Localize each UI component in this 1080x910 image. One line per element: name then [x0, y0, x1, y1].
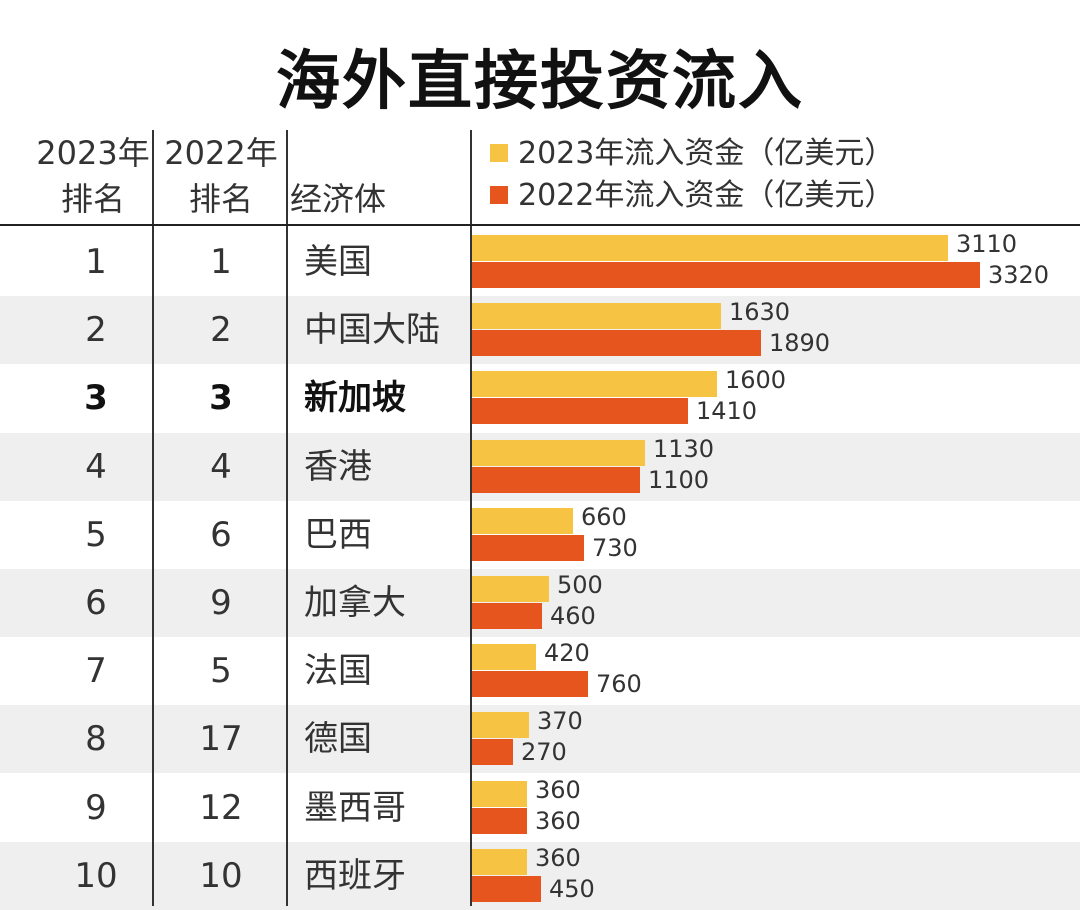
chart-title: 海外直接投资流入 [276, 45, 804, 119]
legend-item-2023: 2023年流入资金（亿美元） [490, 134, 894, 174]
table-row: 8 17 德国 370 270 [0, 705, 1080, 774]
header-divider [0, 224, 1080, 226]
category-label: 德国 [304, 719, 372, 760]
rank-2023-label: 5 [85, 514, 107, 555]
column-divider [286, 130, 288, 906]
data-label-2023: 370 [537, 707, 583, 736]
category-label: 香港 [304, 446, 372, 487]
data-label-2022: 760 [596, 670, 642, 699]
rank-2022-label: 12 [199, 787, 243, 828]
category-label: 西班牙 [304, 855, 406, 896]
header-rank-2023-line2: 排名 [60, 180, 125, 218]
data-label-2023: 1630 [729, 298, 791, 327]
category-label: 美国 [304, 242, 372, 282]
legend-swatch-2022 [490, 185, 508, 204]
rank-2022-label: 4 [210, 446, 232, 487]
data-label-2022: 360 [535, 806, 581, 835]
table-row: 6 9 加拿大 500 460 [0, 569, 1080, 637]
data-label-2022: 3320 [988, 261, 1050, 289]
category-label: 加拿大 [304, 583, 406, 623]
bar-2023 [472, 780, 527, 807]
data-label-2022: 1410 [696, 397, 758, 426]
rank-2023-label: 1 [85, 242, 107, 282]
legend-item-2022: 2022年流入资金（亿美元） [490, 176, 894, 216]
data-label-2023: 1130 [653, 434, 715, 463]
data-label-2022: 270 [521, 738, 567, 767]
rank-2022-label: 2 [210, 310, 232, 351]
data-label-2023: 360 [535, 843, 581, 872]
data-label-2022: 1890 [769, 329, 831, 358]
bar-2022 [472, 603, 542, 629]
data-label-2022: 730 [592, 533, 638, 562]
bar-2023 [472, 371, 717, 398]
bar-2023 [472, 303, 721, 330]
rank-2022-label: 10 [199, 855, 243, 896]
rank-2022-label: 17 [199, 719, 243, 760]
column-divider [152, 130, 154, 906]
legend-label-2022: 2022年流入资金（亿美元） [518, 178, 895, 213]
data-label-2023: 660 [581, 502, 627, 531]
bar-2022 [472, 534, 584, 561]
bar-2023 [472, 507, 573, 534]
rank-2023-label: 9 [85, 787, 107, 828]
header-rank-2022-line1: 2022年 [164, 134, 278, 172]
column-divider [470, 130, 472, 906]
category-label: 法国 [304, 651, 372, 692]
data-label-2022: 1100 [648, 465, 710, 494]
bar-2022 [472, 262, 980, 288]
rank-2022-label: 1 [210, 242, 232, 282]
bar-2022 [472, 875, 541, 902]
data-label-2023: 420 [544, 639, 590, 668]
category-label: 新加坡 [304, 378, 406, 419]
rank-2023-label: 8 [85, 719, 107, 760]
table-row: 7 5 法国 420 760 [0, 637, 1080, 705]
rank-2023-label: 2 [85, 310, 107, 351]
rank-2022-label: 3 [209, 378, 233, 419]
bar-2022 [472, 330, 761, 357]
bar-2023 [472, 576, 549, 602]
header-rank-2023-line1: 2023年 [36, 134, 150, 172]
rank-2023-label: 10 [74, 855, 118, 896]
table-row: 9 12 墨西哥 360 360 [0, 774, 1080, 842]
data-label-2023: 500 [557, 571, 603, 599]
bar-2022 [472, 671, 588, 698]
header-rank-2022-line2: 排名 [188, 180, 253, 218]
bar-2022 [472, 807, 527, 834]
data-label-2022: 450 [549, 874, 595, 903]
bar-2023 [472, 644, 536, 671]
rank-2022-label: 5 [210, 651, 232, 692]
bar-2022 [472, 398, 688, 425]
table-row: 3 3 新加坡 1600 1410 [0, 364, 1080, 432]
table-row: 2 2 中国大陆 1630 1890 [0, 296, 1080, 365]
bar-2022 [472, 739, 513, 766]
bar-2023 [472, 848, 527, 875]
bar-2022 [472, 466, 640, 493]
rank-2022-label: 9 [210, 583, 232, 623]
data-label-2023: 3110 [956, 230, 1018, 258]
header-rank-2023: 2023年 排名 [28, 130, 158, 222]
rank-2022-label: 6 [210, 514, 232, 555]
rank-2023-label: 4 [85, 446, 107, 487]
bar-2023 [472, 235, 948, 261]
table-row: 5 6 巴西 660 730 [0, 501, 1080, 569]
header-rank-2022: 2022年 排名 [156, 130, 286, 222]
header-economy: 经济体 [290, 180, 387, 218]
bar-2023 [472, 712, 529, 739]
bar-2023 [472, 439, 645, 466]
category-label: 巴西 [304, 514, 372, 555]
legend-swatch-2023 [490, 143, 508, 162]
legend-label-2023: 2023年流入资金（亿美元） [518, 136, 895, 171]
rank-2023-label: 7 [85, 651, 107, 692]
category-label: 中国大陆 [304, 310, 440, 351]
data-label-2022: 460 [550, 602, 596, 630]
rank-2023-label: 3 [84, 378, 108, 419]
table-row: 4 4 香港 1130 1100 [0, 432, 1080, 501]
rank-2023-label: 6 [85, 583, 107, 623]
table-row: 10 10 西班牙 360 450 [0, 841, 1080, 910]
data-label-2023: 1600 [725, 366, 787, 395]
table-row: 1 1 美国 3110 3320 [0, 228, 1080, 296]
data-label-2023: 360 [535, 775, 581, 804]
category-label: 墨西哥 [304, 787, 406, 828]
